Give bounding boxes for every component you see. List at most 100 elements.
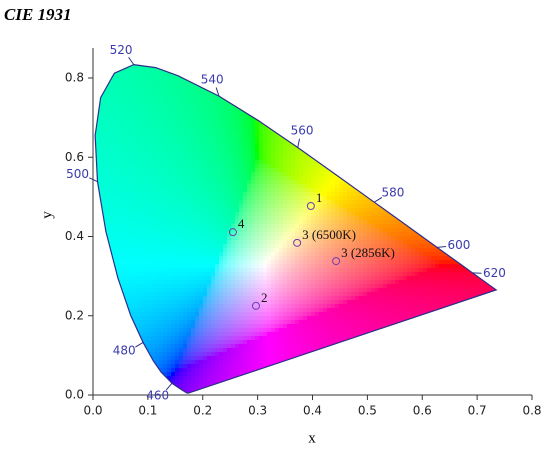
color-cell — [123, 184, 128, 189]
color-cell — [111, 320, 116, 325]
color-cell — [215, 108, 220, 113]
color-cell — [203, 108, 208, 113]
color-cell — [111, 164, 116, 169]
color-cell — [179, 300, 184, 305]
color-cell — [299, 316, 304, 321]
color-cell — [171, 332, 176, 337]
color-cell — [179, 296, 184, 301]
color-cell — [191, 200, 196, 205]
color-cell — [159, 220, 164, 225]
color-cell — [271, 92, 276, 97]
color-cell — [171, 112, 176, 117]
color-cell — [255, 132, 260, 137]
color-cell — [331, 148, 336, 153]
color-cell — [151, 160, 156, 165]
color-cell — [99, 308, 104, 313]
color-cell — [271, 184, 276, 189]
color-cell — [235, 64, 240, 69]
color-cell — [295, 376, 300, 381]
color-cell — [99, 256, 104, 261]
color-cell — [207, 376, 212, 381]
color-cell — [135, 68, 140, 73]
color-cell — [227, 148, 232, 153]
color-cell — [215, 344, 220, 349]
color-cell — [203, 316, 208, 321]
color-cell — [195, 304, 200, 309]
color-cell — [227, 328, 232, 333]
color-cell — [223, 92, 228, 97]
color-cell — [135, 392, 140, 394]
color-cell — [263, 244, 268, 249]
color-cell — [187, 300, 192, 305]
color-cell — [195, 164, 200, 169]
color-cell — [235, 212, 240, 217]
color-cell — [287, 184, 292, 189]
color-cell — [163, 304, 168, 309]
color-cell — [243, 116, 248, 121]
color-cell — [247, 72, 252, 77]
color-cell — [203, 96, 208, 101]
color-cell — [327, 368, 332, 373]
color-cell — [263, 216, 268, 221]
color-cell — [119, 332, 124, 337]
color-cell — [211, 352, 216, 357]
color-cell — [251, 364, 256, 369]
color-cell — [179, 164, 184, 169]
color-cell — [199, 220, 204, 225]
color-cell — [167, 288, 172, 293]
color-cell — [195, 352, 200, 357]
color-cell — [319, 124, 324, 129]
color-cell — [287, 348, 292, 353]
color-cell — [219, 192, 224, 197]
color-cell — [307, 188, 312, 193]
color-cell — [159, 336, 164, 341]
color-cell — [115, 268, 120, 273]
color-cell — [127, 100, 132, 105]
color-cell — [99, 320, 104, 325]
color-cell — [327, 268, 332, 273]
color-cell — [211, 196, 216, 201]
color-cell — [143, 304, 148, 309]
color-cell — [271, 212, 276, 217]
color-cell — [231, 292, 236, 297]
color-cell — [247, 212, 252, 217]
color-cell — [235, 232, 240, 237]
color-cell — [131, 268, 136, 273]
color-cell — [303, 100, 308, 105]
color-cell — [283, 180, 288, 185]
color-cell — [311, 112, 316, 117]
color-cell — [211, 284, 216, 289]
color-cell — [203, 352, 208, 357]
color-cell — [179, 240, 184, 245]
color-cell — [307, 92, 312, 97]
color-cell — [303, 168, 308, 173]
color-cell — [135, 100, 140, 105]
color-cell — [207, 188, 212, 193]
color-cell — [235, 364, 240, 369]
color-cell — [251, 344, 256, 349]
color-cell — [207, 124, 212, 129]
color-cell — [215, 268, 220, 273]
color-cell — [259, 108, 264, 113]
color-cell — [303, 324, 308, 329]
color-cell — [179, 220, 184, 225]
color-cell — [127, 256, 132, 261]
color-cell — [243, 356, 248, 361]
color-cell — [319, 284, 324, 289]
color-cell — [119, 120, 124, 125]
color-cell — [147, 288, 152, 293]
color-cell — [243, 344, 248, 349]
color-cell — [175, 208, 180, 213]
color-cell — [271, 360, 276, 365]
color-cell — [223, 100, 228, 105]
color-cell — [151, 328, 156, 333]
color-cell — [191, 308, 196, 313]
color-cell — [279, 240, 284, 245]
color-cell — [131, 80, 136, 85]
color-cell — [203, 192, 208, 197]
color-cell — [211, 220, 216, 225]
color-cell — [319, 220, 324, 225]
color-cell — [259, 240, 264, 245]
color-cell — [179, 324, 184, 329]
color-cell — [323, 352, 328, 357]
